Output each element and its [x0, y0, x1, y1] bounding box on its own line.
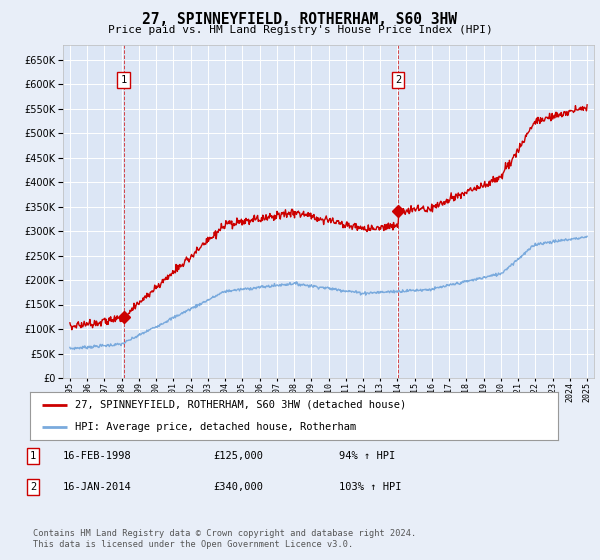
Text: 2: 2	[30, 482, 36, 492]
Text: £340,000: £340,000	[213, 482, 263, 492]
Text: HPI: Average price, detached house, Rotherham: HPI: Average price, detached house, Roth…	[75, 422, 356, 432]
Text: £125,000: £125,000	[213, 451, 263, 461]
Text: 27, SPINNEYFIELD, ROTHERHAM, S60 3HW: 27, SPINNEYFIELD, ROTHERHAM, S60 3HW	[143, 12, 458, 27]
Text: 16-JAN-2014: 16-JAN-2014	[63, 482, 132, 492]
Text: 2: 2	[395, 75, 401, 85]
Text: 27, SPINNEYFIELD, ROTHERHAM, S60 3HW (detached house): 27, SPINNEYFIELD, ROTHERHAM, S60 3HW (de…	[75, 400, 406, 410]
Text: 1: 1	[121, 75, 127, 85]
Text: Price paid vs. HM Land Registry's House Price Index (HPI): Price paid vs. HM Land Registry's House …	[107, 25, 493, 35]
Text: Contains HM Land Registry data © Crown copyright and database right 2024.
This d: Contains HM Land Registry data © Crown c…	[33, 529, 416, 549]
Text: 94% ↑ HPI: 94% ↑ HPI	[339, 451, 395, 461]
Text: 103% ↑ HPI: 103% ↑ HPI	[339, 482, 401, 492]
Text: 1: 1	[30, 451, 36, 461]
Text: 16-FEB-1998: 16-FEB-1998	[63, 451, 132, 461]
